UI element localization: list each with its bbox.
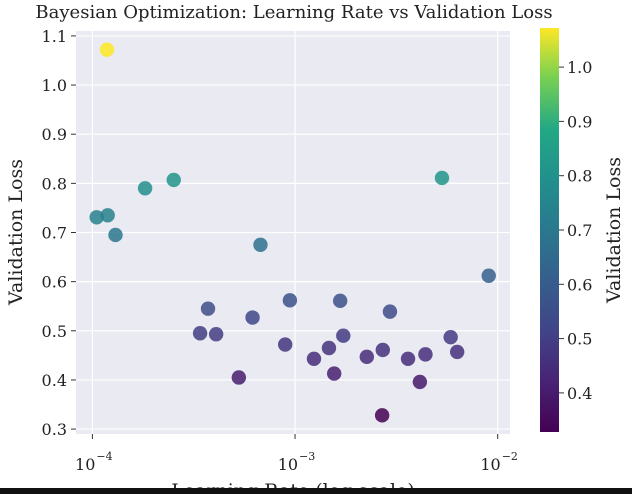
x-tick-exponent: −3: [299, 450, 315, 463]
x-tick-label: 10: [278, 455, 298, 474]
data-point: [282, 293, 298, 308]
data-point: [434, 170, 450, 186]
data-point: [321, 340, 337, 356]
colorbar-ticks: 0.4 0.5 0.6 0.7 0.8 0.9 1.0: [559, 58, 592, 403]
data-point: [400, 351, 416, 367]
data-point: [208, 327, 224, 342]
y-tick-label: 1.1: [42, 27, 67, 46]
colorbar-tick-label: 0.5: [567, 330, 592, 349]
data-point: [192, 326, 208, 341]
chart-title: Bayesian Optimization: Learning Rate vs …: [35, 2, 552, 23]
data-point: [382, 304, 398, 319]
data-point: [332, 293, 348, 309]
x-tick-exponent: −4: [96, 450, 112, 463]
data-point: [89, 210, 104, 225]
colorbar-label: Validation Loss: [603, 157, 625, 304]
y-tick-label: 0.3: [42, 420, 67, 439]
data-point: [306, 351, 322, 367]
data-point: [443, 329, 458, 345]
data-point: [412, 374, 428, 390]
data-point: [375, 342, 390, 358]
data-point: [137, 181, 153, 196]
data-point: [108, 227, 123, 243]
data-point: [166, 172, 181, 188]
x-tick-label: 10: [480, 455, 500, 474]
bottom-border: [0, 488, 632, 494]
colorbar-tick-label: 0.6: [567, 275, 592, 294]
y-axis-label: Validation Loss: [5, 159, 27, 306]
colorbar-tick-label: 1.0: [567, 58, 592, 77]
y-tick-label: 1.0: [42, 76, 67, 95]
x-tick-label: 10: [75, 455, 95, 474]
data-point: [418, 347, 433, 362]
data-point: [374, 408, 390, 423]
y-axis-ticks: 0.3 0.4 0.5 0.6 0.7 0.8 0.9 1.0 1.1: [42, 27, 76, 439]
data-point: [231, 370, 247, 385]
y-tick-label: 0.6: [42, 273, 67, 292]
y-tick-label: 0.8: [42, 174, 67, 193]
grid-lines: [76, 31, 510, 434]
x-axis-ticks: 10 −4 10 −3 10 −2: [75, 434, 518, 474]
colorbar-tick-label: 0.9: [567, 112, 592, 131]
scatter-points: [89, 42, 496, 423]
data-point: [100, 208, 115, 223]
x-tick-exponent: −2: [502, 450, 518, 463]
y-tick-label: 0.5: [42, 322, 67, 341]
data-point: [326, 366, 342, 381]
colorbar: [540, 28, 559, 432]
data-point: [245, 310, 260, 325]
data-point: [449, 344, 465, 360]
data-point: [336, 328, 351, 343]
data-point: [253, 237, 268, 252]
y-tick-label: 0.7: [42, 224, 67, 243]
colorbar-tick-label: 0.8: [567, 167, 592, 186]
y-tick-label: 0.4: [42, 371, 67, 390]
data-point: [99, 42, 115, 57]
data-point: [277, 337, 293, 352]
colorbar-tick-label: 0.7: [567, 221, 592, 240]
colorbar-tick-label: 0.4: [567, 384, 592, 403]
data-point: [359, 349, 375, 365]
data-point: [481, 268, 496, 283]
y-tick-label: 0.9: [42, 125, 67, 144]
data-point: [200, 301, 216, 316]
